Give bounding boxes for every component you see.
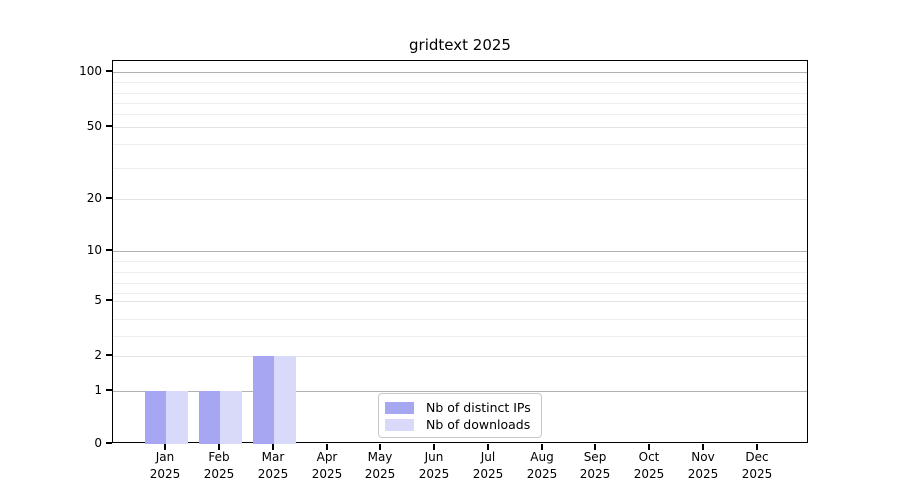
- legend-label: Nb of distinct IPs: [426, 400, 531, 415]
- bar-distinct-ips: [144, 391, 166, 444]
- x-tick-mark: [756, 444, 758, 450]
- x-tick-label: Jun 2025: [418, 450, 450, 481]
- x-tick-label: Apr 2025: [311, 450, 343, 481]
- y-minor-gridline: [113, 261, 807, 262]
- y-tick-label: 100: [79, 64, 102, 78]
- legend-label: Nb of downloads: [426, 417, 531, 432]
- x-tick-label: Nov 2025: [687, 450, 719, 481]
- y-tick-mark: [106, 125, 112, 127]
- y-tick-label: 1: [94, 383, 102, 397]
- legend-swatch-downloads: [385, 418, 414, 431]
- x-tick-mark: [541, 444, 543, 450]
- x-tick-label: Feb 2025: [203, 450, 235, 481]
- y-minor-gridline: [113, 82, 807, 83]
- y-minor-gridline: [113, 114, 807, 115]
- y-minor-gridline: [113, 144, 807, 145]
- y-tick-mark: [106, 70, 112, 72]
- y-gridline: [113, 127, 807, 128]
- x-tick-mark: [164, 444, 166, 450]
- bar-distinct-ips: [252, 356, 274, 444]
- y-tick-label: 2: [94, 348, 102, 362]
- y-tick-mark: [106, 442, 112, 444]
- bar-downloads: [220, 391, 242, 444]
- x-tick-label: Aug 2025: [526, 450, 558, 481]
- x-tick-label: Sep 2025: [579, 450, 611, 481]
- x-tick-label: Jul 2025: [472, 450, 504, 481]
- x-tick-label: Jan 2025: [149, 450, 181, 481]
- y-minor-gridline: [113, 93, 807, 94]
- y-tick-mark: [106, 197, 112, 199]
- x-tick-label: Dec 2025: [741, 450, 773, 481]
- y-gridline: [113, 199, 807, 200]
- x-tick-mark: [702, 444, 704, 450]
- y-minor-gridline: [113, 168, 807, 169]
- x-tick-mark: [648, 444, 650, 450]
- x-tick-mark: [379, 444, 381, 450]
- y-tick-mark: [106, 249, 112, 251]
- y-minor-gridline: [113, 319, 807, 320]
- y-gridline: [113, 301, 807, 302]
- x-tick-mark: [218, 444, 220, 450]
- x-tick-label: May 2025: [364, 450, 396, 481]
- bar-distinct-ips: [198, 391, 220, 444]
- y-minor-gridline: [113, 336, 807, 337]
- x-tick-label: Oct 2025: [633, 450, 665, 481]
- legend-item: Nb of downloads: [379, 416, 541, 433]
- y-minor-gridline: [113, 103, 807, 104]
- x-tick-mark: [594, 444, 596, 450]
- y-tick-label: 50: [86, 119, 102, 133]
- y-gridline: [113, 391, 807, 392]
- y-minor-gridline: [113, 283, 807, 284]
- x-tick-mark: [272, 444, 274, 450]
- y-tick-label: 0: [94, 436, 102, 450]
- bar-downloads: [274, 356, 296, 444]
- x-tick-mark: [433, 444, 435, 450]
- y-tick-mark: [106, 354, 112, 356]
- y-tick-label: 5: [94, 293, 102, 307]
- chart-title: gridtext 2025: [409, 36, 511, 54]
- y-gridline: [113, 72, 807, 73]
- y-minor-gridline: [113, 272, 807, 273]
- y-gridline: [113, 251, 807, 252]
- y-tick-mark: [106, 299, 112, 301]
- legend-swatch-distinct-ips: [385, 401, 414, 414]
- x-tick-label: Mar 2025: [257, 450, 289, 481]
- plot-area: [112, 60, 808, 444]
- y-gridline: [113, 356, 807, 357]
- bar-downloads: [166, 391, 188, 444]
- y-tick-mark: [106, 389, 112, 391]
- x-tick-mark: [487, 444, 489, 450]
- legend-item: Nb of distinct IPs: [379, 399, 541, 416]
- legend: Nb of distinct IPs Nb of downloads: [378, 393, 542, 438]
- x-tick-mark: [326, 444, 328, 450]
- y-tick-label: 10: [86, 243, 102, 257]
- y-minor-gridline: [113, 293, 807, 294]
- y-tick-label: 20: [86, 191, 102, 205]
